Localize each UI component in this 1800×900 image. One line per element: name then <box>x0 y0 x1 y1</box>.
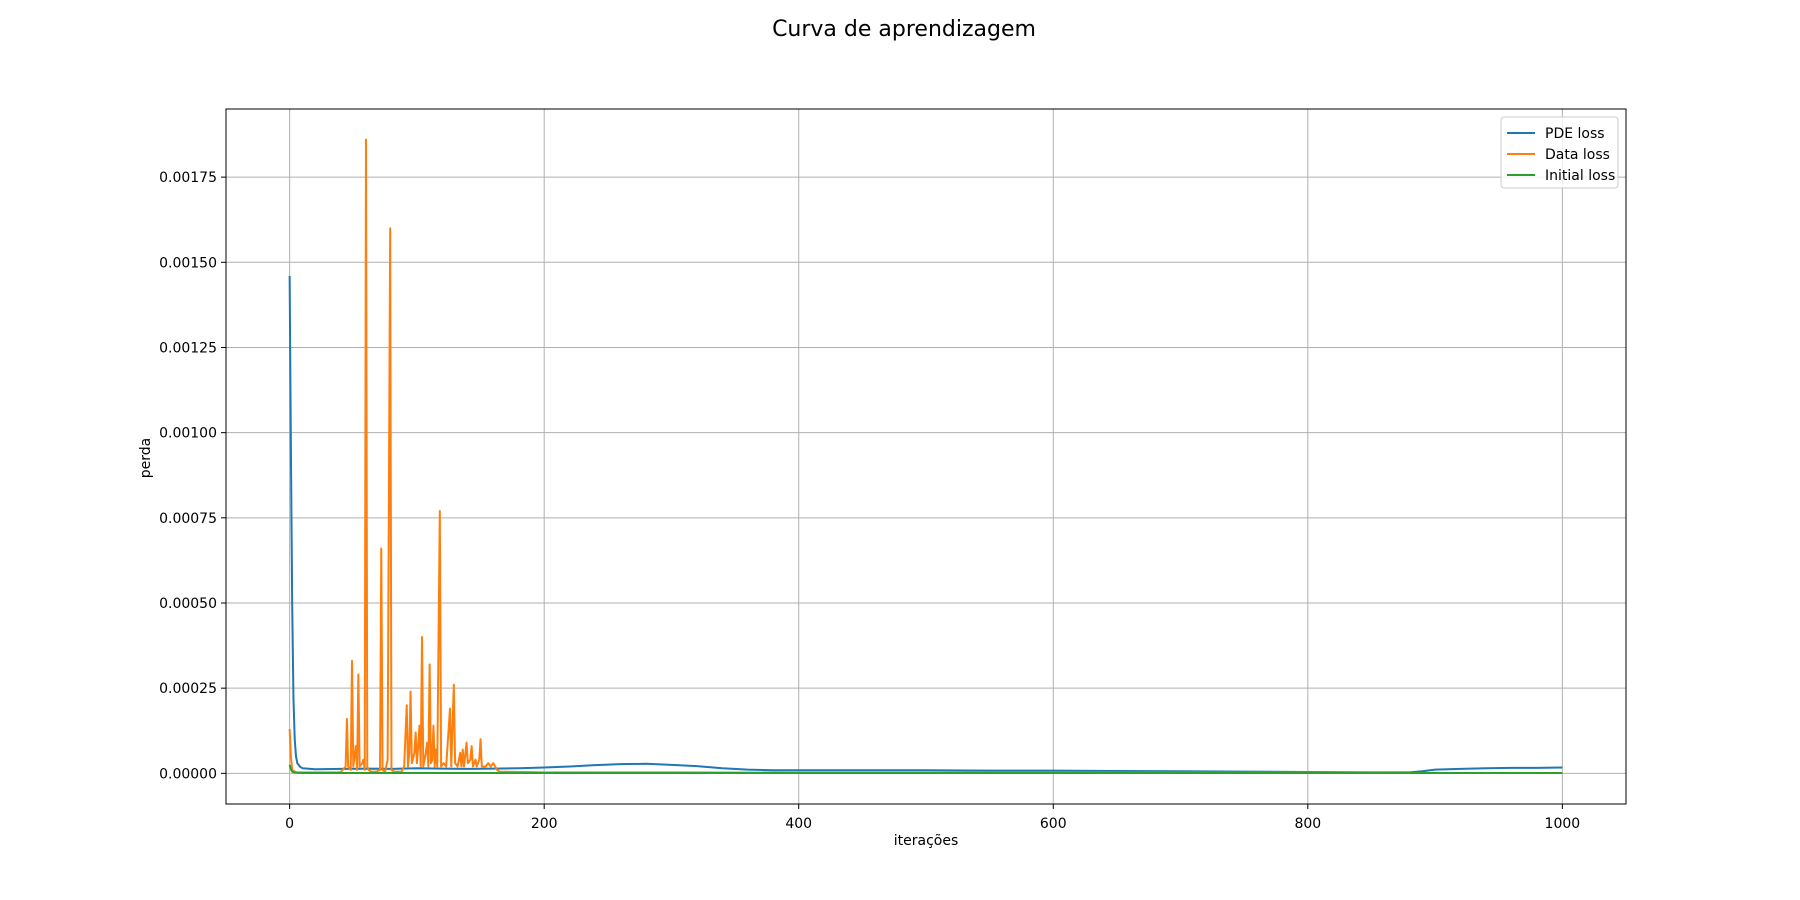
y-tick-label: 0.00075 <box>159 511 217 527</box>
plot-frame <box>225 108 1627 805</box>
legend: PDE loss Data loss Initial loss <box>1500 116 1619 189</box>
legend-box <box>1500 116 1619 189</box>
y-tick-label: 0.00175 <box>159 170 217 186</box>
x-tick-label: 0 <box>285 816 294 832</box>
series-line-initial-loss <box>288 764 1563 774</box>
y-axis-ticks: 0.00000 0.00025 0.00050 0.00075 0.00100 0.001… <box>159 170 226 782</box>
x-tick-label: 800 <box>1294 816 1321 832</box>
chart-title: Curva de aprendizagem <box>772 17 1036 42</box>
x-tick-label: 400 <box>785 816 812 832</box>
legend-label: PDE loss <box>1545 126 1605 142</box>
series-line-data-loss <box>288 138 1563 774</box>
plot-area <box>226 109 1626 804</box>
x-axis-label: iterações <box>894 833 959 849</box>
x-tick-label: 600 <box>1040 816 1067 832</box>
y-tick-label: 0.00000 <box>159 766 217 782</box>
x-tick-label: 1000 <box>1545 816 1581 832</box>
legend-label: Initial loss <box>1545 168 1615 184</box>
series-lines <box>288 138 1563 774</box>
y-tick-label: 0.00050 <box>159 596 217 612</box>
y-tick-label: 0.00100 <box>159 426 217 442</box>
x-tick-label: 200 <box>531 816 558 832</box>
legend-label: Data loss <box>1545 147 1610 163</box>
y-axis-label: perda <box>138 438 154 478</box>
x-axis-ticks: 0 200 400 600 800 1000 <box>285 804 1580 832</box>
y-tick-label: 0.00150 <box>159 255 217 271</box>
y-tick-label: 0.00025 <box>159 681 217 697</box>
y-tick-label: 0.00125 <box>159 340 217 356</box>
